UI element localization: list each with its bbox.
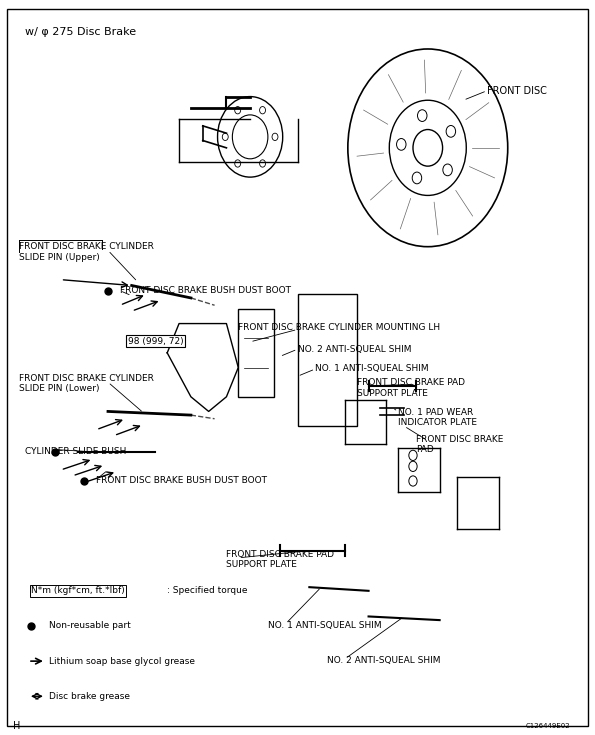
Text: Lithium soap base glycol grease: Lithium soap base glycol grease [49, 656, 195, 666]
Text: H: H [13, 721, 21, 731]
Text: FRONT DISC BRAKE CYLINDER MOUNTING LH: FRONT DISC BRAKE CYLINDER MOUNTING LH [238, 323, 440, 331]
Text: FRONT DISC BRAKE BUSH DUST BOOT: FRONT DISC BRAKE BUSH DUST BOOT [96, 476, 267, 486]
Text: C126449E02: C126449E02 [525, 723, 570, 729]
Text: 98 (999, 72): 98 (999, 72) [127, 337, 183, 345]
Text: FRONT DISC BRAKE CYLINDER
SLIDE PIN (Upper): FRONT DISC BRAKE CYLINDER SLIDE PIN (Upp… [19, 242, 154, 262]
Text: FRONT DISC BRAKE CYLINDER
SLIDE PIN (Lower): FRONT DISC BRAKE CYLINDER SLIDE PIN (Low… [19, 374, 154, 393]
Text: Non-reusable part: Non-reusable part [49, 622, 130, 631]
Text: FRONT DISC BRAKE BUSH DUST BOOT: FRONT DISC BRAKE BUSH DUST BOOT [120, 286, 291, 295]
Text: FRONT DISC BRAKE PAD
SUPPORT PLATE: FRONT DISC BRAKE PAD SUPPORT PLATE [227, 550, 334, 569]
Text: FRONT DISC BRAKE PAD
SUPPORT PLATE: FRONT DISC BRAKE PAD SUPPORT PLATE [357, 379, 465, 398]
Text: NO. 2 ANTI-SQUEAL SHIM: NO. 2 ANTI-SQUEAL SHIM [298, 345, 411, 354]
Text: w/ φ 275 Disc Brake: w/ φ 275 Disc Brake [25, 27, 136, 37]
Text: NO. 1 ANTI-SQUEAL SHIM: NO. 1 ANTI-SQUEAL SHIM [315, 365, 429, 373]
Text: Disc brake grease: Disc brake grease [49, 692, 130, 700]
Text: FRONT DISC: FRONT DISC [487, 86, 547, 96]
Text: : Specified torque: : Specified torque [167, 587, 248, 595]
Text: CYLINDER SLIDE BUSH: CYLINDER SLIDE BUSH [25, 447, 127, 456]
Text: NO. 1 PAD WEAR
INDICATOR PLATE: NO. 1 PAD WEAR INDICATOR PLATE [398, 408, 477, 427]
Text: NO. 2 ANTI-SQUEAL SHIM: NO. 2 ANTI-SQUEAL SHIM [327, 656, 441, 665]
Text: FRONT DISC BRAKE
PAD: FRONT DISC BRAKE PAD [416, 434, 503, 454]
Text: N*m (kgf*cm, ft.*lbf): N*m (kgf*cm, ft.*lbf) [31, 587, 125, 595]
Text: NO. 1 ANTI-SQUEAL SHIM: NO. 1 ANTI-SQUEAL SHIM [268, 621, 381, 630]
